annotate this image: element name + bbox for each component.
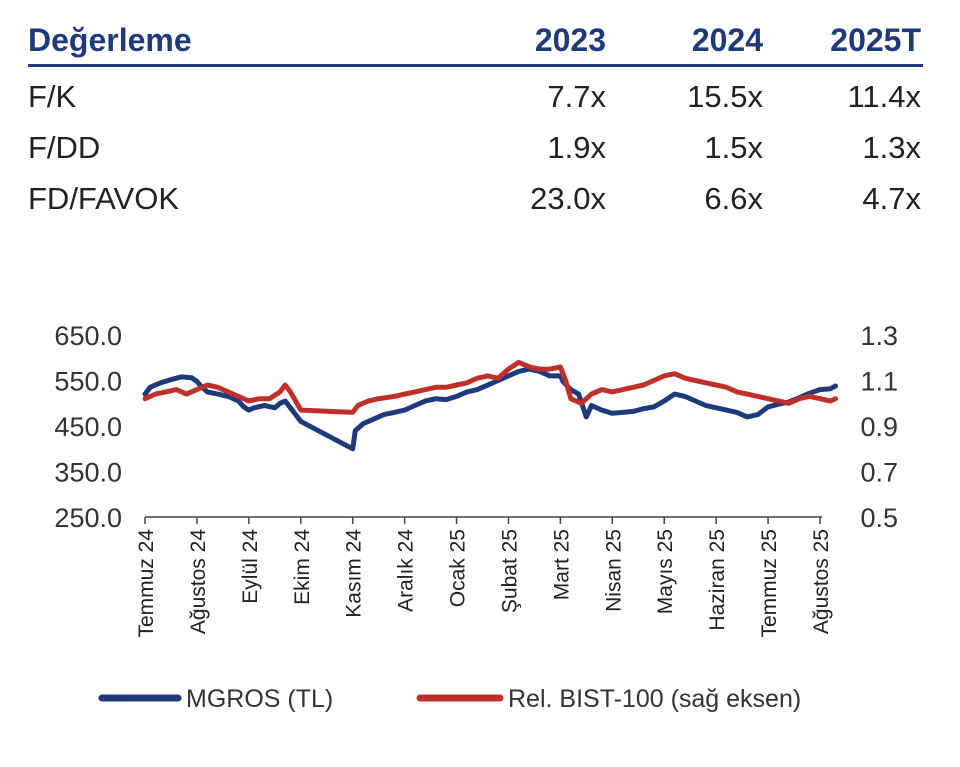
y-left-tick-label: 350.0 <box>54 458 122 488</box>
row-value-2024: 6.6x <box>704 181 763 216</box>
valuation-row-fk: F/K 7.7x 15.5x 11.4x <box>28 67 923 118</box>
legend-label-0: MGROS (TL) <box>186 685 333 713</box>
row-label: F/K <box>28 79 77 114</box>
y-left-tick-label: 650.0 <box>54 321 122 351</box>
row-value-2023: 1.9x <box>547 130 606 165</box>
x-axis-ticks: Temmuz 24 Ağustos 24 Eylül 24 Ekim 24 Kasım … <box>135 517 833 638</box>
x-tick-label: Kasım 24 <box>343 529 366 618</box>
x-tick-label: Temmuz 25 <box>758 529 781 638</box>
series-line-0 <box>142 366 839 452</box>
row-value-2025t: 11.4x <box>847 79 921 114</box>
x-tick-label: Ağustos 24 <box>187 529 210 634</box>
y-right-tick-label: 0.9 <box>860 412 898 442</box>
x-tick-label: Nisan 25 <box>602 529 625 612</box>
x-tick-label: Şubat 25 <box>498 529 521 613</box>
valuation-table: Değerleme 2023 2024 2025T F/K 7.7x 15.5x… <box>28 14 923 220</box>
y-left-tick-label: 550.0 <box>54 367 122 397</box>
y-axis-left: 650.0 550.0 450.0 350.0 250.0 <box>54 321 122 533</box>
x-tick-label: Mayıs 25 <box>654 529 677 614</box>
row-label: F/DD <box>28 130 101 165</box>
y-left-tick-label: 450.0 <box>54 412 122 442</box>
valuation-header-row: Değerleme 2023 2024 2025T <box>28 14 923 67</box>
series-line-1 <box>142 359 839 415</box>
x-tick-label: Haziran 25 <box>706 529 729 631</box>
x-tick-label: Ağustos 25 <box>810 529 833 634</box>
valuation-header-label: Değerleme <box>28 22 192 58</box>
y-right-tick-label: 0.5 <box>860 503 898 533</box>
valuation-header-2024: 2024 <box>691 22 763 58</box>
row-value-2023: 7.7x <box>547 79 606 114</box>
row-value-2025t: 1.3x <box>862 130 921 165</box>
x-tick-label: Eylül 24 <box>239 529 262 604</box>
row-value-2024: 15.5x <box>687 79 763 114</box>
y-right-tick-label: 0.7 <box>860 458 898 488</box>
valuation-header-2025t: 2025T <box>830 22 921 58</box>
row-value-2023: 23.0x <box>530 181 606 216</box>
chart-legend: MGROS (TL) Rel. BIST-100 (sağ eksen) <box>98 685 801 713</box>
x-tick-label: Mart 25 <box>550 529 573 600</box>
y-left-tick-label: 250.0 <box>54 503 122 533</box>
x-tick-label: Temmuz 24 <box>135 529 158 638</box>
legend-label-1: Rel. BIST-100 (sağ eksen) <box>508 685 801 713</box>
y-right-tick-label: 1.3 <box>860 321 898 351</box>
row-label: FD/FAVOK <box>28 181 180 216</box>
x-tick-label: Aralık 24 <box>395 529 418 612</box>
x-tick-label: Ocak 25 <box>447 529 470 607</box>
plot-lines <box>142 359 839 452</box>
price-chart: Temmuz 24 Ağustos 24 Eylül 24 Ekim 24 Kasım … <box>54 321 898 713</box>
y-axis-right: 1.3 1.1 0.9 0.7 0.5 <box>860 321 898 533</box>
y-right-tick-label: 1.1 <box>860 367 898 397</box>
row-value-2025t: 4.7x <box>862 181 921 216</box>
valuation-header-2023: 2023 <box>534 22 606 58</box>
valuation-row-fdd: F/DD 1.9x 1.5x 1.3x <box>28 118 923 169</box>
x-tick-label: Ekim 24 <box>291 529 314 605</box>
row-value-2024: 1.5x <box>704 130 763 165</box>
valuation-row-fdfavok: FD/FAVOK 23.0x 6.6x 4.7x <box>28 169 923 220</box>
